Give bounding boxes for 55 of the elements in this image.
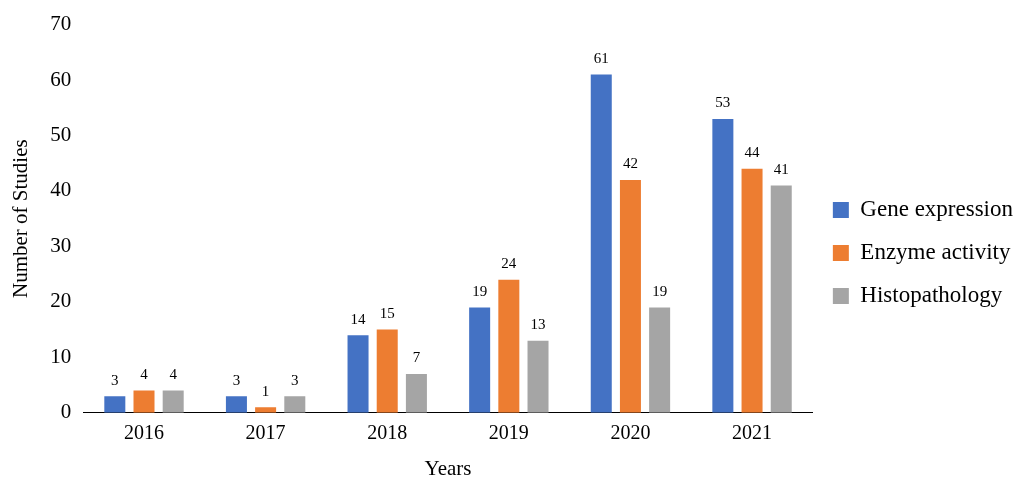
y-tick-label: 0 bbox=[60, 399, 72, 424]
data-label: 24 bbox=[501, 255, 517, 272]
data-label: 7 bbox=[412, 349, 421, 366]
data-label: 19 bbox=[472, 282, 488, 299]
bar bbox=[770, 185, 792, 413]
y-tick-label: 50 bbox=[50, 122, 72, 147]
bar bbox=[104, 396, 126, 413]
x-tick-label: 2020 bbox=[610, 421, 651, 444]
data-label: 3 bbox=[291, 371, 299, 388]
y-tick-label: 10 bbox=[50, 343, 72, 368]
data-label: 61 bbox=[593, 49, 609, 66]
bar bbox=[162, 390, 184, 413]
y-tick-label: 30 bbox=[50, 232, 72, 257]
data-label: 41 bbox=[773, 160, 789, 177]
data-label: 13 bbox=[530, 316, 546, 333]
y-tick-label: 20 bbox=[50, 288, 72, 313]
bar bbox=[498, 279, 520, 413]
data-label: 4 bbox=[169, 366, 178, 383]
y-axis-title: Number of Studies bbox=[8, 139, 33, 299]
bar bbox=[469, 307, 491, 413]
bar bbox=[347, 335, 369, 413]
x-tick-label: 2018 bbox=[367, 421, 408, 444]
bar bbox=[284, 396, 306, 413]
data-label: 4 bbox=[140, 366, 149, 383]
data-label: 1 bbox=[261, 382, 270, 399]
x-tick-label: 2016 bbox=[124, 421, 164, 444]
y-tick-label: 40 bbox=[50, 177, 72, 202]
data-label: 19 bbox=[652, 282, 668, 299]
bar bbox=[741, 168, 763, 413]
data-label: 15 bbox=[379, 305, 395, 322]
y-tick-label: 60 bbox=[50, 66, 72, 91]
bar bbox=[225, 396, 247, 413]
x-tick-label: 2019 bbox=[488, 421, 529, 444]
legend-label: Enzyme activity bbox=[860, 239, 1011, 265]
bar bbox=[133, 390, 155, 413]
data-label: 44 bbox=[744, 144, 761, 161]
y-tick-label: 70 bbox=[50, 11, 72, 36]
data-label: 3 bbox=[232, 371, 241, 388]
bar bbox=[590, 74, 612, 413]
bar bbox=[255, 407, 277, 413]
bar bbox=[376, 329, 398, 413]
data-label: 3 bbox=[111, 371, 119, 388]
legend-label: Gene expression bbox=[860, 196, 1014, 222]
x-tick-label: 2021 bbox=[732, 421, 773, 444]
bar bbox=[527, 340, 549, 413]
bar bbox=[712, 118, 734, 413]
data-label: 14 bbox=[350, 310, 367, 327]
bar bbox=[649, 307, 671, 413]
data-label: 53 bbox=[715, 94, 731, 111]
x-tick-label: 2017 bbox=[245, 421, 286, 444]
data-label: 42 bbox=[622, 155, 638, 172]
bar bbox=[405, 373, 427, 413]
bar bbox=[619, 179, 641, 413]
legend-label: Histopathology bbox=[860, 282, 1003, 308]
x-axis-title: Years bbox=[424, 455, 472, 480]
